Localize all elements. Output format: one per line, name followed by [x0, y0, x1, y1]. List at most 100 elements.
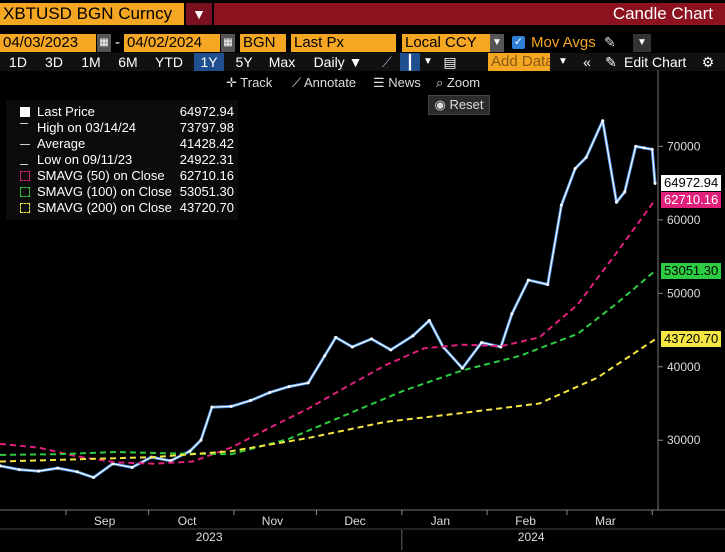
- candle-chart-icon[interactable]: ┃: [400, 53, 420, 71]
- price-point: [573, 166, 577, 170]
- legend-row: SMAVG (200) on Close 43720.70: [6, 200, 238, 216]
- currency-selector[interactable]: Local CCY: [402, 34, 490, 52]
- price-tag-0: 64972.94: [661, 175, 721, 192]
- legend-label: SMAVG (100) on Close: [37, 184, 172, 199]
- price-point: [653, 181, 657, 185]
- legend-row: Low on 09/11/23 24922.31: [6, 152, 238, 168]
- average-marker-icon: [20, 144, 30, 146]
- legend-value: 53051.30: [179, 184, 234, 199]
- pencil-icon[interactable]: ✎: [604, 34, 616, 50]
- price-point: [526, 278, 530, 282]
- add-data-chevron-icon[interactable]: ▼: [558, 56, 568, 67]
- collapse-icon[interactable]: «: [583, 54, 591, 70]
- gear-icon[interactable]: ⚙: [701, 54, 715, 70]
- news-label: News: [388, 75, 421, 90]
- price-point: [92, 476, 96, 480]
- legend-row: Average 41428.42: [6, 136, 238, 152]
- range-1d-button[interactable]: 1D: [9, 54, 27, 70]
- price-point: [56, 466, 60, 470]
- series-line-sma-1: [0, 199, 656, 465]
- line-chart-icon[interactable]: ⟋: [382, 54, 392, 70]
- range-5y-button[interactable]: 5Y: [235, 54, 253, 70]
- chart-type-chevron-icon[interactable]: ▼: [423, 56, 433, 67]
- range-6m-button[interactable]: 6M: [118, 54, 138, 70]
- price-point: [614, 200, 618, 204]
- price-point: [480, 341, 484, 345]
- legend-row: Last Price 64972.94: [6, 104, 238, 120]
- edit-chart-pencil-icon[interactable]: ✎: [605, 54, 617, 70]
- y-tick-label: 50000: [667, 286, 701, 300]
- price-point: [634, 144, 638, 148]
- row-menu-chevron-icon[interactable]: ▼: [633, 34, 651, 52]
- legend-value: 62710.16: [179, 168, 234, 183]
- price-point: [411, 334, 415, 338]
- add-data-input[interactable]: Add Data: [488, 53, 550, 71]
- mov-avgs-label: Mov Avgs: [531, 34, 596, 51]
- price-point: [334, 335, 338, 339]
- price-point: [37, 469, 41, 473]
- price-point: [510, 312, 514, 316]
- range-max-button[interactable]: Max: [268, 54, 296, 70]
- end-date-field[interactable]: 04/02/2024: [124, 34, 220, 52]
- legend-row: SMAVG (50) on Close 62710.16: [6, 168, 238, 184]
- edit-chart-button[interactable]: Edit Chart: [624, 54, 687, 70]
- legend-swatch: [20, 187, 30, 197]
- zoom-button[interactable]: ⌕ Zoom: [436, 74, 480, 92]
- year-label: 2024: [518, 530, 545, 544]
- range-1y-button[interactable]: 1Y: [194, 53, 224, 71]
- price-point: [559, 203, 563, 207]
- legend-value: 64972.94: [179, 104, 234, 119]
- title-bar: [214, 3, 725, 25]
- reset-label: Reset: [449, 97, 484, 112]
- legend-label: Low on 09/11/23: [37, 152, 133, 167]
- price-point: [17, 468, 21, 472]
- ticker-menu-button[interactable]: ▼: [186, 3, 212, 25]
- legend-swatch: [20, 203, 30, 213]
- reset-icon: ◉: [434, 97, 450, 112]
- price-point: [210, 405, 214, 409]
- price-point: [229, 404, 233, 408]
- start-date-picker-icon[interactable]: ▦: [97, 34, 111, 52]
- date-separator: -: [115, 34, 120, 51]
- range-ytd-button[interactable]: YTD: [155, 54, 183, 70]
- source-field[interactable]: BGN: [240, 34, 286, 52]
- y-tick-label: 40000: [667, 360, 701, 374]
- legend-value: 41428.42: [179, 136, 234, 151]
- high-marker-icon: [20, 123, 28, 133]
- range-1m-button[interactable]: 1M: [81, 54, 101, 70]
- field-selector[interactable]: Last Px: [291, 34, 396, 52]
- mov-avgs-checkbox[interactable]: ✓: [512, 36, 525, 49]
- annotate-button[interactable]: ⟋ Annotate: [292, 74, 356, 92]
- period-selector[interactable]: Daily ▼: [313, 54, 363, 70]
- bar-style-icon[interactable]: ▤: [443, 54, 457, 70]
- y-tick-label: 70000: [667, 139, 701, 153]
- page-title: Candle Chart: [612, 4, 713, 23]
- price-point: [650, 147, 654, 151]
- range-3d-button[interactable]: 3D: [45, 54, 63, 70]
- price-point: [389, 348, 393, 352]
- price-point: [601, 119, 605, 123]
- x-tick-label: Mar: [595, 514, 616, 528]
- end-date-picker-icon[interactable]: ▦: [221, 34, 235, 52]
- price-point: [248, 399, 252, 403]
- chevron-down-icon[interactable]: ▼: [490, 34, 504, 52]
- price-tag-1: 62710.16: [661, 191, 721, 208]
- price-point: [306, 381, 310, 385]
- track-button[interactable]: ✛ Track: [226, 74, 272, 92]
- legend-value: 43720.70: [179, 200, 234, 215]
- price-point: [370, 337, 374, 341]
- start-date-field[interactable]: 04/03/2023: [0, 34, 96, 52]
- x-tick-label: Dec: [344, 514, 365, 528]
- x-tick-label: Sep: [94, 514, 116, 528]
- price-point: [427, 318, 431, 322]
- reset-button[interactable]: ◉ Reset: [428, 95, 490, 115]
- x-tick-label: Oct: [178, 514, 197, 528]
- zoom-label: Zoom: [446, 75, 481, 90]
- ticker-field[interactable]: XBTUSD BGN Curncy: [0, 3, 184, 25]
- news-button[interactable]: ☰ News: [373, 74, 421, 92]
- price-point: [642, 146, 646, 150]
- price-point: [188, 449, 192, 453]
- magnifier-icon: ⌕: [436, 75, 447, 90]
- x-tick-label: Feb: [515, 514, 536, 528]
